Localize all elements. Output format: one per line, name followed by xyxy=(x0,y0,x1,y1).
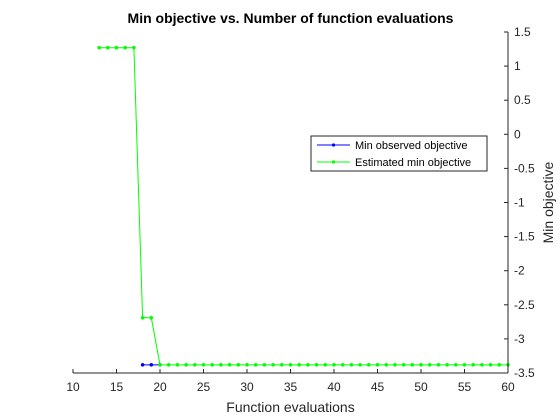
series-0-point-0 xyxy=(140,362,145,367)
legend-box xyxy=(310,135,488,172)
x-tick-label-7: 45 xyxy=(371,380,385,394)
series-1-point-34 xyxy=(393,362,397,367)
legend-label-min-observed: Min observed objective xyxy=(355,140,468,152)
x-tick-label-2: 20 xyxy=(153,380,167,394)
series-layer xyxy=(97,45,510,367)
series-1-point-18 xyxy=(253,362,258,367)
series-1-point-13 xyxy=(210,362,215,367)
series-1-point-9 xyxy=(175,362,180,367)
x-tick-label-1: 15 xyxy=(110,380,124,394)
x-tick-label-10: 60 xyxy=(501,380,515,394)
x-tick-label-4: 30 xyxy=(240,380,254,394)
series-1-point-41 xyxy=(453,362,458,367)
x-tick-label-8: 50 xyxy=(414,380,428,394)
series-1-point-37 xyxy=(419,362,423,367)
legend-marker-estimated-min xyxy=(331,160,336,164)
y-tick-label-9: -3 xyxy=(514,332,525,346)
series-1-point-6 xyxy=(149,315,154,320)
series-1-point-42 xyxy=(462,362,467,367)
series-1-point-46 xyxy=(497,362,502,367)
series-1-point-28 xyxy=(340,362,345,367)
series-1-point-10 xyxy=(184,362,188,367)
series-1-point-26 xyxy=(323,362,328,367)
x-tick-label-0: 10 xyxy=(66,380,80,394)
series-1-point-29 xyxy=(349,362,354,367)
series-1-point-25 xyxy=(314,362,319,367)
series-1-point-30 xyxy=(358,362,362,367)
y-tick-label-3: 0 xyxy=(514,127,521,141)
series-1-point-2 xyxy=(114,45,119,50)
series-1-point-0 xyxy=(97,45,101,50)
y-tick-label-6: -1.5 xyxy=(514,230,535,244)
series-1-point-39 xyxy=(436,362,441,367)
series-1-point-11 xyxy=(192,362,197,367)
series-1-point-14 xyxy=(219,362,223,367)
legend-label-estimated-min: Estimated min objective xyxy=(355,157,471,169)
series-1-point-3 xyxy=(123,45,128,50)
y-tick-label-7: -2 xyxy=(514,264,525,278)
series-0-point-1 xyxy=(149,362,154,367)
series-1-point-19 xyxy=(262,362,267,367)
series-1-point-16 xyxy=(236,362,241,367)
series-1-point-24 xyxy=(306,362,310,367)
series-1-point-1 xyxy=(105,45,110,50)
y-tick-label-1: 1 xyxy=(514,59,521,73)
x-tick-label-3: 25 xyxy=(197,380,211,394)
series-1-point-40 xyxy=(445,362,449,367)
y-tick-label-8: -2.5 xyxy=(514,298,535,312)
series-1-point-4 xyxy=(132,45,136,50)
y-tick-label-10: -3.5 xyxy=(514,366,535,380)
y-axis-title: Min objective xyxy=(540,161,556,243)
x-tick-label-9: 55 xyxy=(458,380,472,394)
axes-layer: 10 15 20 25 30 35 40 45 50 55 60 1.5 1 0.5 0 -0.5 -1 -1.5… xyxy=(66,25,535,394)
series-1-point-12 xyxy=(201,362,206,367)
x-tick-label-6: 40 xyxy=(327,380,341,394)
series-1-point-31 xyxy=(366,362,371,367)
y-tick-label-0: 1.5 xyxy=(514,25,531,39)
series-1-point-23 xyxy=(297,362,302,367)
y-tick-label-4: -0.5 xyxy=(514,161,535,175)
y-tick-label-5: -1 xyxy=(514,196,525,210)
series-1-point-35 xyxy=(401,362,406,367)
series-1-point-32 xyxy=(375,362,380,367)
series-1-point-33 xyxy=(384,362,389,367)
series-1-point-36 xyxy=(410,362,415,367)
series-1-point-27 xyxy=(332,362,336,367)
y-tick-label-2: 0.5 xyxy=(514,93,531,107)
series-1-point-38 xyxy=(427,362,432,367)
series-1-point-22 xyxy=(288,362,293,367)
series-1-point-15 xyxy=(227,362,232,367)
series-1-point-17 xyxy=(245,362,249,367)
legend-marker-min-observed xyxy=(331,143,336,147)
series-1-point-20 xyxy=(271,362,275,367)
series-1-point-43 xyxy=(471,362,476,367)
series-1-point-7 xyxy=(158,362,162,367)
series-1-point-8 xyxy=(166,362,171,367)
x-axis-title: Function evaluations xyxy=(226,399,354,415)
x-tick-label-5: 35 xyxy=(284,380,298,394)
chart-title: Min objective vs. Number of function eva… xyxy=(128,10,454,26)
series-1-point-21 xyxy=(279,362,284,367)
legend: Min observed objective Estimated min obj… xyxy=(310,135,488,172)
series-1-point-5 xyxy=(140,315,145,320)
series-1-point-45 xyxy=(488,362,493,367)
series-1-point-44 xyxy=(480,362,484,367)
